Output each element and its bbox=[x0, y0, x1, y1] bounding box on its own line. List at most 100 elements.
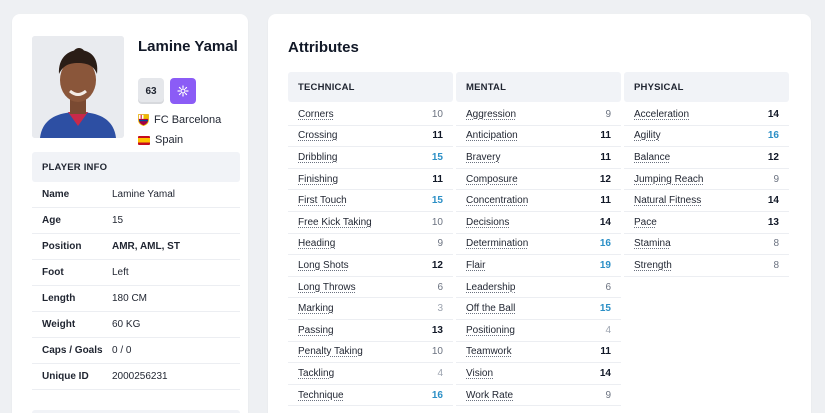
attribute-name-link[interactable]: Penalty Taking bbox=[298, 346, 363, 358]
attribute-name-link[interactable]: Free Kick Taking bbox=[298, 216, 372, 228]
attribute-value: 3 bbox=[437, 303, 443, 315]
attribute-name-link[interactable]: Dribbling bbox=[298, 151, 338, 163]
attribute-name-link[interactable]: Finishing bbox=[298, 173, 339, 185]
attribute-name-link[interactable]: Bravery bbox=[466, 151, 501, 163]
attribute-row: Agility 16 bbox=[624, 126, 789, 148]
attribute-name-link[interactable]: First Touch bbox=[298, 195, 347, 207]
nation-row[interactable]: Spain bbox=[138, 134, 183, 146]
attribute-row: Strength 8 bbox=[624, 255, 789, 277]
attribute-column-heading: PHYSICAL bbox=[624, 72, 789, 102]
attribute-name-link[interactable]: Long Throws bbox=[298, 281, 356, 293]
attribute-name-link[interactable]: Decisions bbox=[466, 216, 510, 228]
info-label: Length bbox=[42, 293, 76, 304]
attribute-value: 15 bbox=[431, 195, 443, 207]
attribute-row: Pace 13 bbox=[624, 212, 789, 234]
info-value: 180 CM bbox=[112, 293, 148, 304]
attribute-name-link[interactable]: Passing bbox=[298, 324, 334, 336]
attribute-value: 15 bbox=[431, 151, 443, 163]
attribute-value: 19 bbox=[599, 259, 611, 271]
attribute-row: Work Rate 9 bbox=[456, 385, 621, 407]
info-value: Lamine Yamal bbox=[112, 189, 175, 200]
attribute-value: 12 bbox=[431, 259, 443, 271]
attribute-name-link[interactable]: Corners bbox=[298, 108, 334, 120]
attribute-value: 4 bbox=[605, 324, 611, 336]
attribute-value: 16 bbox=[767, 130, 779, 142]
attribute-value: 4 bbox=[437, 367, 443, 379]
attribute-name-link[interactable]: Positioning bbox=[466, 324, 515, 336]
attribute-name-link[interactable]: Concentration bbox=[466, 195, 529, 207]
attribute-row: Tackling 4 bbox=[288, 363, 453, 385]
trait-badge[interactable] bbox=[170, 78, 196, 104]
attribute-name-link[interactable]: Technique bbox=[298, 389, 344, 401]
attribute-value: 9 bbox=[605, 389, 611, 401]
attribute-name-link[interactable]: Teamwork bbox=[466, 346, 512, 358]
club-row[interactable]: FC Barcelona bbox=[138, 114, 221, 126]
info-row-name: Name Lamine Yamal bbox=[32, 182, 240, 208]
attribute-row: Corners 10 bbox=[288, 104, 453, 126]
info-row-unique-id: Unique ID 2000256231 bbox=[32, 364, 240, 390]
attribute-name-link[interactable]: Off the Ball bbox=[466, 303, 516, 315]
spain-flag-icon bbox=[138, 135, 150, 145]
attribute-row: Leadership 6 bbox=[456, 277, 621, 299]
attribute-value: 16 bbox=[431, 389, 443, 401]
attribute-value: 13 bbox=[431, 324, 443, 336]
attribute-value: 8 bbox=[773, 259, 779, 271]
info-value: Left bbox=[112, 267, 129, 278]
attribute-name-link[interactable]: Stamina bbox=[634, 238, 671, 250]
attribute-name-link[interactable]: Determination bbox=[466, 238, 529, 250]
attribute-name-link[interactable]: Aggression bbox=[466, 108, 517, 120]
next-section-heading bbox=[32, 410, 240, 413]
info-label: Age bbox=[42, 215, 61, 226]
attribute-row: Positioning 4 bbox=[456, 320, 621, 342]
attribute-name-link[interactable]: Strength bbox=[634, 259, 672, 271]
info-value: 2000256231 bbox=[112, 371, 168, 382]
attribute-name-link[interactable]: Agility bbox=[634, 130, 661, 142]
attribute-value: 14 bbox=[767, 108, 779, 120]
attribute-name-link[interactable]: Anticipation bbox=[466, 130, 518, 142]
attribute-name-link[interactable]: Pace bbox=[634, 216, 657, 228]
player-photo bbox=[32, 36, 124, 138]
attribute-value: 14 bbox=[599, 367, 611, 379]
info-label: Name bbox=[42, 189, 70, 200]
attribute-row: Vision 14 bbox=[456, 363, 621, 385]
attribute-name-link[interactable]: Work Rate bbox=[466, 389, 514, 401]
attribute-row: Teamwork 11 bbox=[456, 342, 621, 364]
attribute-name-link[interactable]: Crossing bbox=[298, 130, 338, 142]
attribute-row: Finishing 11 bbox=[288, 169, 453, 191]
attribute-name-link[interactable]: Long Shots bbox=[298, 259, 349, 271]
attribute-column-heading: MENTAL bbox=[456, 72, 621, 102]
info-value: 0 / 0 bbox=[112, 345, 132, 356]
attribute-name-link[interactable]: Jumping Reach bbox=[634, 173, 704, 185]
attribute-name-link[interactable]: Leadership bbox=[466, 281, 516, 293]
attribute-row: First Touch 15 bbox=[288, 190, 453, 212]
attribute-name-link[interactable]: Balance bbox=[634, 151, 671, 163]
attribute-value: 11 bbox=[432, 173, 443, 185]
player-info-list: Name Lamine Yamal Age 15 Position AMR, A… bbox=[32, 182, 240, 390]
club-name: FC Barcelona bbox=[154, 114, 222, 126]
attribute-name-link[interactable]: Flair bbox=[466, 259, 486, 271]
attribute-column-technical: TECHNICAL Corners 10 Crossing 11 Dribbling 15 F… bbox=[288, 72, 453, 407]
info-label: Foot bbox=[42, 267, 64, 278]
info-row-age: Age 15 bbox=[32, 208, 240, 234]
attribute-row: Marking 3 bbox=[288, 298, 453, 320]
attribute-name-link[interactable]: Natural Fitness bbox=[634, 195, 702, 207]
attribute-name-link[interactable]: Heading bbox=[298, 238, 336, 250]
attribute-name-link[interactable]: Tackling bbox=[298, 367, 335, 379]
attribute-name-link[interactable]: Vision bbox=[466, 367, 494, 379]
attribute-row: Concentration 11 bbox=[456, 190, 621, 212]
attribute-value: 11 bbox=[600, 130, 611, 142]
player-name: Lamine Yamal bbox=[138, 38, 238, 55]
attribute-value: 9 bbox=[773, 173, 779, 185]
attribute-value: 16 bbox=[599, 238, 611, 250]
attribute-value: 9 bbox=[437, 238, 443, 250]
attribute-row: Long Shots 12 bbox=[288, 255, 453, 277]
attributes-card: Attributes TECHNICAL Corners 10 Crossing 11 D… bbox=[268, 14, 811, 413]
player-info-heading: PLAYER INFO bbox=[32, 152, 240, 182]
attribute-row: Dribbling 15 bbox=[288, 147, 453, 169]
attribute-name-link[interactable]: Composure bbox=[466, 173, 518, 185]
attribute-value: 12 bbox=[767, 151, 779, 163]
attribute-value: 12 bbox=[599, 173, 611, 185]
attribute-name-link[interactable]: Marking bbox=[298, 303, 334, 315]
attribute-name-link[interactable]: Acceleration bbox=[634, 108, 690, 120]
info-row-position: Position AMR, AML, ST bbox=[32, 234, 240, 260]
